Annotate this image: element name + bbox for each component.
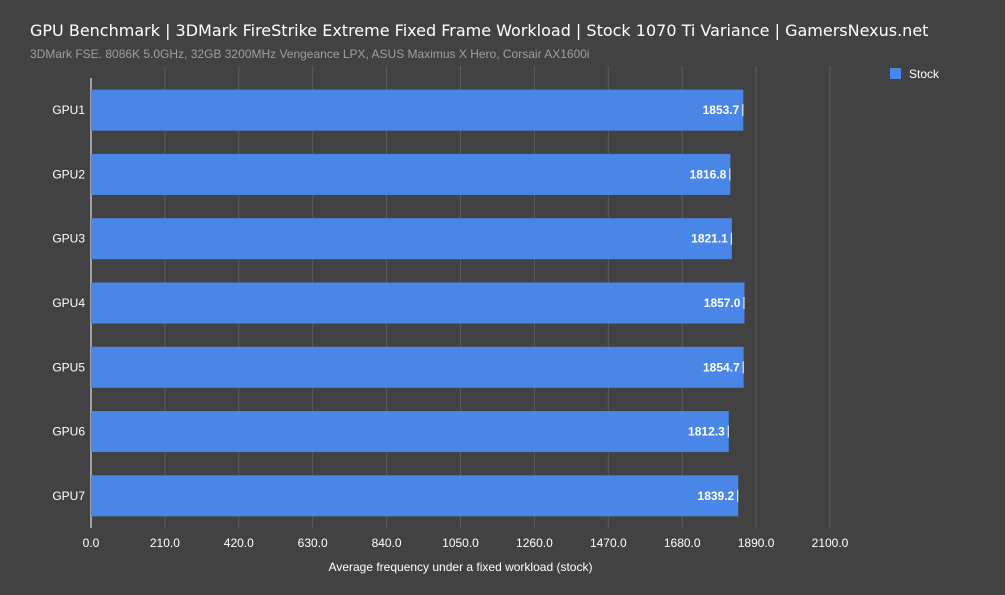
x-tick-label: 1470.0 [590, 536, 627, 550]
data-label: 1816.8 [690, 167, 727, 181]
category-label: GPU7 [52, 489, 85, 503]
category-label: GPU1 [52, 103, 85, 117]
x-tick-label: 840.0 [372, 536, 402, 550]
data-label: 1821.1 [691, 232, 728, 246]
x-tick-label: 420.0 [224, 536, 254, 550]
x-tick-label: 1680.0 [664, 536, 701, 550]
legend-label-stock: Stock [909, 67, 940, 81]
bar [91, 411, 729, 453]
data-label: 1854.7 [703, 360, 740, 374]
bars [91, 89, 745, 517]
x-tick-label: 1260.0 [516, 536, 553, 550]
x-tick-label: 210.0 [150, 536, 180, 550]
x-tick-label: 1050.0 [442, 536, 479, 550]
x-tick-label: 630.0 [298, 536, 328, 550]
x-tick-label: 2100.0 [812, 536, 849, 550]
category-label: GPU6 [52, 425, 85, 439]
x-tick-label: 0.0 [83, 536, 100, 550]
category-label: GPU2 [52, 167, 85, 181]
bar [91, 475, 739, 517]
category-label: GPU4 [52, 296, 85, 310]
chart-title: GPU Benchmark | 3DMark FireStrike Extrem… [30, 21, 929, 40]
bar [91, 153, 731, 195]
x-tick-label: 1890.0 [738, 536, 775, 550]
bar [91, 218, 732, 260]
legend-swatch-stock [890, 68, 901, 79]
bar [91, 346, 744, 388]
data-label: 1857.0 [704, 296, 741, 310]
bar [91, 89, 744, 131]
legend: Stock [890, 67, 940, 81]
data-label: 1812.3 [688, 425, 725, 439]
chart-subtitle: 3DMark FSE. 8086K 5.0GHz, 32GB 3200MHz V… [30, 47, 590, 61]
category-label: GPU5 [52, 360, 85, 374]
x-axis-title: Average frequency under a fixed workload… [329, 560, 593, 574]
data-label: 1839.2 [698, 489, 735, 503]
data-label: 1853.7 [703, 103, 740, 117]
bar [91, 282, 745, 324]
category-label: GPU3 [52, 232, 85, 246]
labels: 0.0 210.0 420.0 630.0 840.0 1050.0 1260.0 1470.… [52, 103, 848, 550]
